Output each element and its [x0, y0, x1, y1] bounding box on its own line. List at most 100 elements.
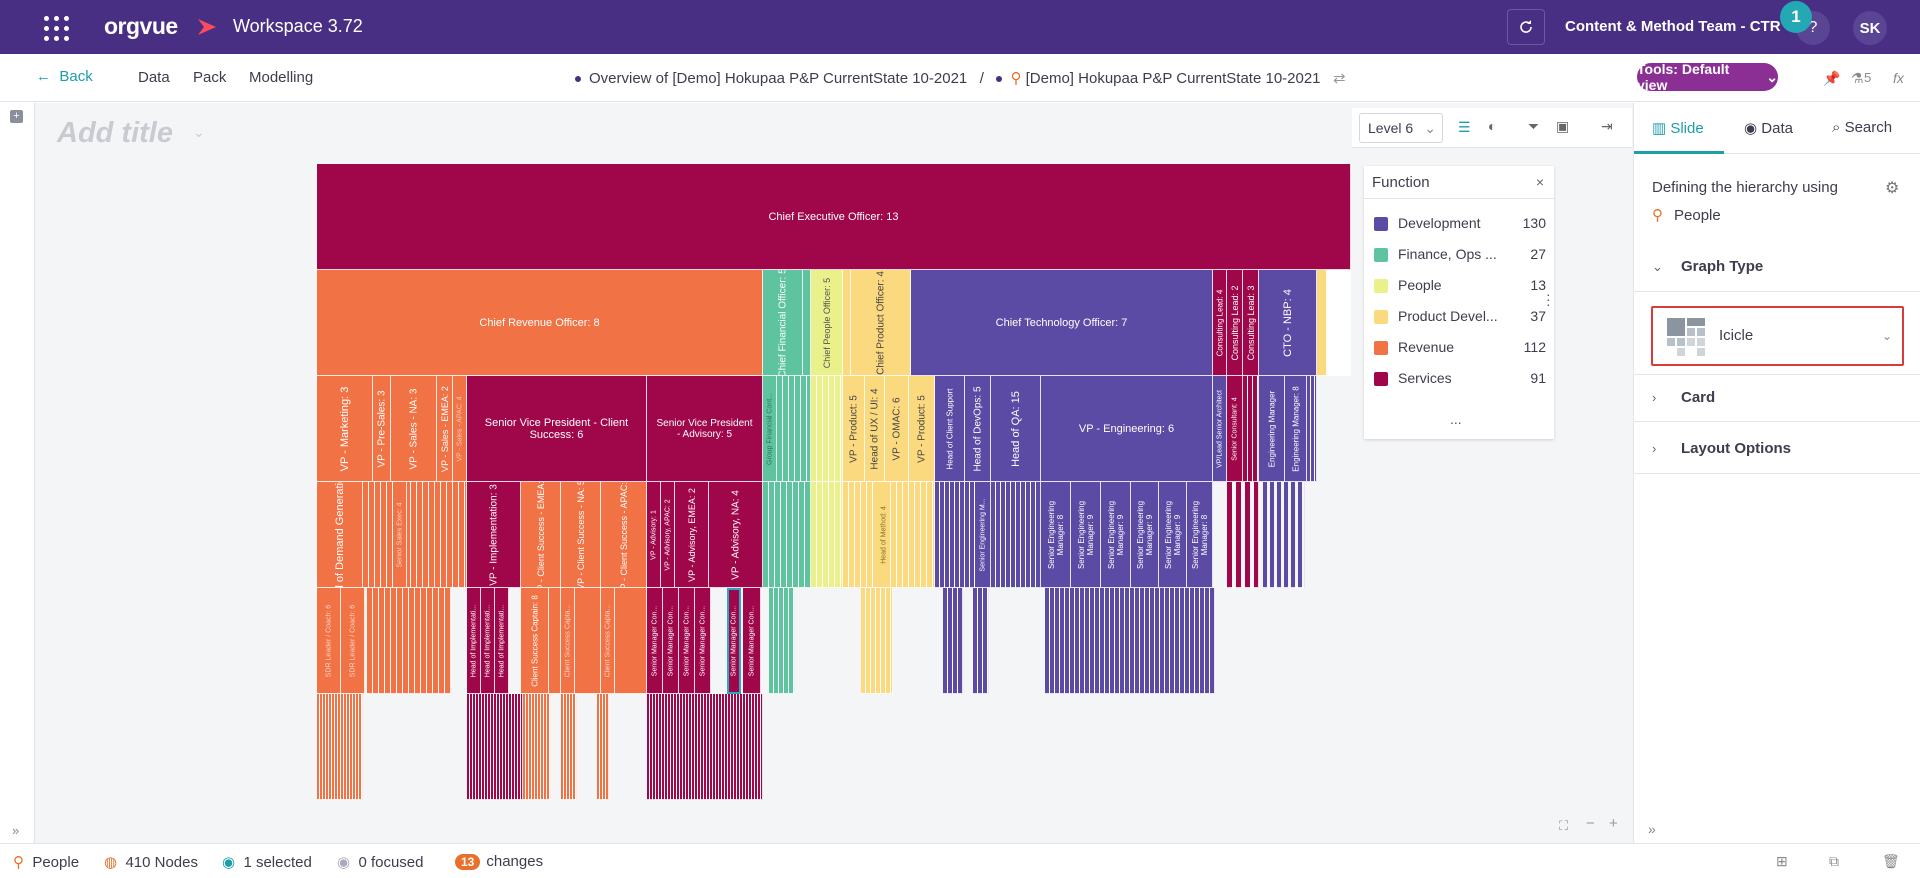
node-svp-cs[interactable]: Senior Vice President - Client Success: … [467, 376, 647, 482]
node-cpo-sub[interactable] [843, 270, 851, 376]
node-vp-eng[interactable]: VP - Engineering: 6 [1041, 376, 1213, 482]
node-vp-sales-apac[interactable]: VP - Sales - APAC: 4 [453, 376, 467, 482]
node-vp-sales-na[interactable]: VP - Sales - NA: 3 [391, 376, 437, 482]
node-sales-exec[interactable]: Senior Sales Exec: 4 [393, 482, 407, 588]
node-sdr-2[interactable]: SDR Leader / Coach: 6 [341, 588, 365, 694]
node-dev-strips-4[interactable] [943, 588, 963, 694]
node-sem-1[interactable]: Senior Engineering Manager: 8 [1041, 482, 1071, 588]
swap-icon[interactable]: ⇄ [1333, 70, 1346, 87]
node-fin-strips-2[interactable] [769, 588, 795, 694]
node-ceo[interactable]: Chief Executive Officer: 13 [317, 164, 1351, 270]
node-services-sub[interactable] [1243, 376, 1259, 482]
notification-badge[interactable]: 1 [1780, 1, 1812, 33]
node-dev-strips-6[interactable] [1045, 588, 1215, 694]
node-vp-impl[interactable]: VP - Implementation: 3 [467, 482, 521, 588]
expand-icon[interactable]: » [12, 823, 20, 838]
node-prod-strips-2[interactable] [861, 588, 893, 694]
node-vp-cs-apac[interactable]: VP - Client Success - APAC: 8 [601, 482, 647, 588]
node-fin-sub[interactable] [777, 376, 811, 482]
node-smc-2[interactable]: Senior Manager Con... [663, 588, 679, 694]
node-smc-1[interactable]: Senior Manager Con... [647, 588, 663, 694]
section-card[interactable]: › Card [1634, 374, 1920, 422]
legend-more[interactable]: ... [1450, 411, 1462, 427]
node-people-sub[interactable] [811, 376, 843, 482]
node-sem-2[interactable]: Senior Engineering Manager: 9 [1071, 482, 1101, 588]
node-vp-cs-na[interactable]: VP - Client Success - NA: 5 [561, 482, 601, 588]
comment-icon[interactable]: ▣ [1556, 118, 1570, 134]
node-sem-3[interactable]: Senior Engineering Manager: 9 [1101, 482, 1131, 588]
zoom-in-icon[interactable]: + [1609, 815, 1618, 832]
node-cs-captain[interactable]: Client Success Captain: 8 [521, 588, 549, 694]
graph-type-select[interactable]: Icicle ⌄ [1651, 306, 1904, 366]
node-rev-strips-4[interactable] [549, 588, 561, 694]
node-vp-omac[interactable]: VP - OMAC: 6 [885, 376, 909, 482]
legend-item[interactable]: Development 130 [1374, 214, 1546, 234]
node-senior-consultant[interactable]: Senior Consultant: 4 [1227, 376, 1243, 482]
trash-icon[interactable]: 🗑 [1882, 853, 1900, 869]
team-name[interactable]: Content & Method Team - CTR [1565, 18, 1781, 35]
node-consulting-2[interactable]: Consulting Lead: 2 [1227, 270, 1243, 376]
node-cfo-sub[interactable] [803, 270, 811, 376]
legend-item[interactable]: Finance, Ops ... 27 [1374, 245, 1546, 265]
node-vp-adv-emea[interactable]: VP - Advisory, EMEA: 2 [675, 482, 709, 588]
node-head-ux[interactable]: Head of UX / UI: 4 [865, 376, 885, 482]
tab-data[interactable]: ◉ Data [1744, 119, 1793, 137]
node-cto[interactable]: Chief Technology Officer: 7 [911, 270, 1213, 376]
node-rev-strips-6[interactable] [615, 588, 647, 694]
node-smc-4[interactable]: Senior Manager Con... [695, 588, 711, 694]
node-vp-product-1[interactable]: VP - Product: 5 [843, 376, 865, 482]
nav-modelling[interactable]: Modelling [249, 69, 314, 86]
add-slide-icon[interactable]: ⊞ [1776, 853, 1788, 869]
node-head-impl-2[interactable]: Head of Implementati... [481, 588, 495, 694]
section-layout-options[interactable]: › Layout Options [1634, 426, 1920, 474]
pin-icon[interactable]: 📌 [1823, 70, 1841, 86]
level-select[interactable]: Level 6 ⌄ [1359, 113, 1443, 143]
node-sem-4[interactable]: Senior Engineering Manager: 9 [1131, 482, 1159, 588]
node-dev-strips-3[interactable] [1263, 482, 1305, 588]
node-cs-capt-1[interactable]: Client Success Capta... [561, 588, 575, 694]
node-dev-strips-5[interactable] [973, 588, 989, 694]
filter-icon[interactable]: ⏷ [1528, 118, 1540, 134]
node-head-demand[interactable]: Head of Demand Generation: 3 [317, 482, 363, 588]
node-vp-adv-1[interactable]: VP - Advisory: 1 [647, 482, 661, 588]
node-vp-senior-arch[interactable]: VP/Lead Senior Architect [1213, 376, 1227, 482]
node-cfo[interactable]: Chief Financial Officer: 5 [763, 270, 803, 376]
status-nodes[interactable]: ◍ 410 Nodes [104, 853, 198, 871]
node-consulting-1[interactable]: Consulting Lead: 4 [1213, 270, 1227, 376]
node-smc-3[interactable]: Senior Manager Con... [679, 588, 695, 694]
palette-icon[interactable]: ◐ [1488, 118, 1497, 134]
list-icon[interactable]: ☰ [1458, 119, 1471, 135]
node-svp-adv[interactable]: Senior Vice President - Advisory: 5 [647, 376, 763, 482]
node-consulting-3[interactable]: Consulting Lead: 3 [1243, 270, 1259, 376]
node-head-devops[interactable]: Head of DevOps: 5 [965, 376, 991, 482]
node-head-impl-3[interactable]: Head of Implementati... [495, 588, 509, 694]
node-cto-nbp[interactable]: CTO - NBP: 4 [1259, 270, 1317, 376]
tools-dropdown[interactable]: Tools: Default view ⌄ [1637, 61, 1778, 93]
close-icon[interactable]: × [1535, 174, 1544, 190]
legend-item[interactable]: Product Devel... 37 [1374, 307, 1546, 327]
nav-data[interactable]: Data [138, 69, 170, 86]
fit-screen-icon[interactable]: ⛶ [1559, 818, 1569, 833]
status-changes[interactable]: 13 changes [455, 853, 543, 870]
node-rev-strips-l6-3[interactable] [561, 694, 577, 800]
node-eng-manager-1[interactable]: Engineering Manager [1259, 376, 1285, 482]
node-head-method[interactable]: Head of Method: 4 [877, 482, 891, 588]
node-cro[interactable]: Chief Revenue Officer: 8 [317, 270, 763, 376]
status-people[interactable]: ⚲ People [13, 853, 79, 871]
legend-item[interactable]: People 13 [1374, 276, 1546, 296]
legend-item[interactable]: Services 91 [1374, 369, 1546, 389]
node-vp-marketing[interactable]: VP - Marketing: 3 [317, 376, 373, 482]
node-head-impl-1[interactable]: Head of Implementati... [467, 588, 481, 694]
breadcrumb-view[interactable]: Overview of [Demo] Hokupaa P&P CurrentSt… [589, 70, 968, 87]
node-dev-strips-2[interactable] [991, 482, 1041, 588]
expand-icon[interactable]: » [1648, 821, 1656, 837]
add-panel-icon[interactable]: + [10, 110, 23, 123]
title-input[interactable]: Add title [57, 117, 173, 149]
nav-pack[interactable]: Pack [193, 69, 227, 86]
node-vp-presales[interactable]: VP - Pre-Sales: 3 [373, 376, 391, 482]
app-launcher-icon[interactable] [44, 16, 70, 42]
flask-icon[interactable]: ⚗ [1851, 70, 1864, 86]
node-head-eng[interactable]: Senior Engineering M... [975, 482, 991, 588]
node-vp-adv-na[interactable]: VP - Advisory, NA: 4 [709, 482, 763, 588]
node-rev-strips-3[interactable] [367, 588, 451, 694]
